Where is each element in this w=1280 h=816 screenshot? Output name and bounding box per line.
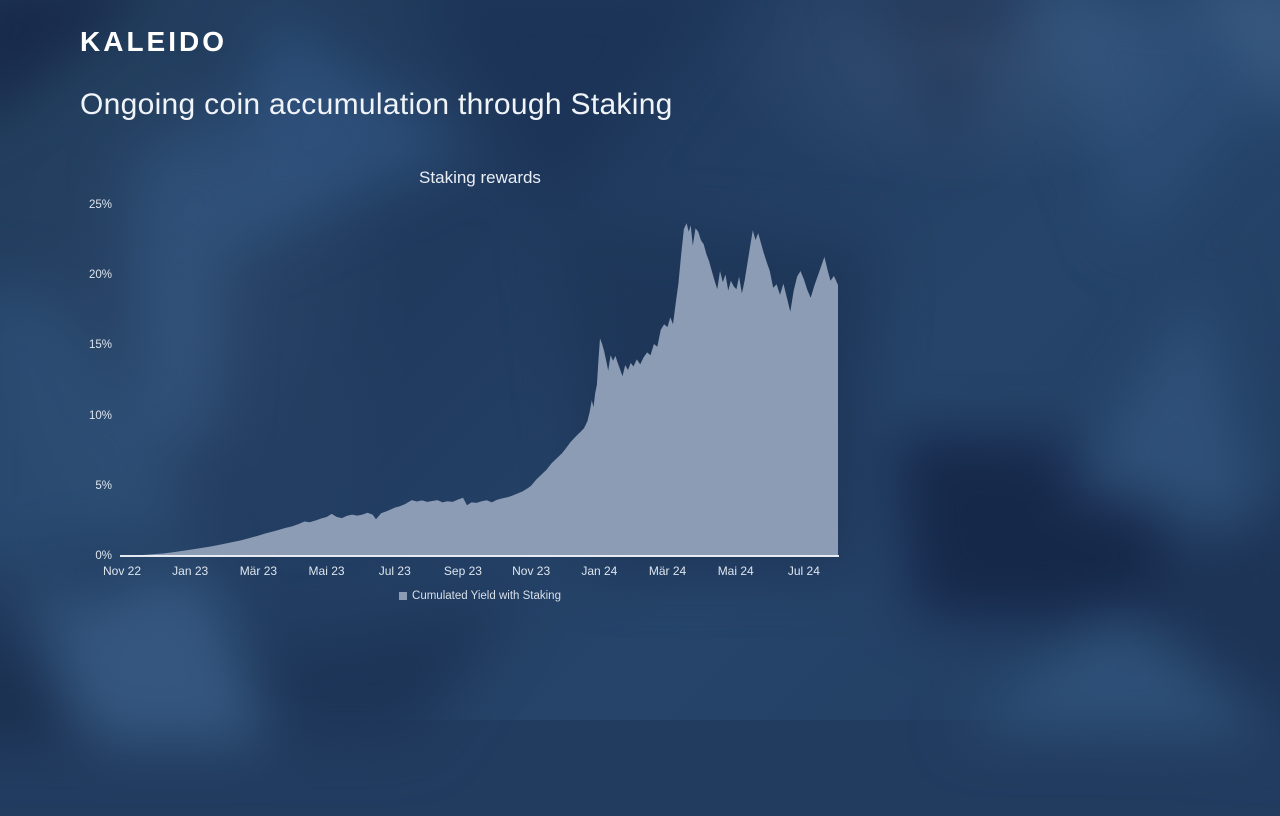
x-tick-label: Nov 23 (512, 564, 551, 578)
y-tick-label: 25% (88, 199, 112, 211)
x-tick-label: Mär 24 (648, 564, 687, 578)
x-tick-label: Jan 24 (581, 564, 618, 578)
y-tick-label: 20% (88, 269, 112, 282)
chart-title: Staking rewards (419, 168, 541, 187)
x-tick-label: Mai 24 (717, 564, 754, 578)
chart-legend: Cumulated Yield with Staking (122, 590, 838, 602)
x-tick-label: Mär 23 (239, 564, 278, 578)
x-tick-label: Jan 23 (172, 564, 209, 578)
y-tick-label: 10% (88, 409, 112, 422)
x-tick-label: Nov 22 (102, 564, 142, 578)
y-tick-label: 5% (95, 479, 112, 492)
legend-square-icon (399, 592, 408, 600)
x-axis-line (120, 555, 839, 557)
slide-title: Ongoing coin accumulation through Stakin… (80, 88, 673, 121)
slide: { "slide": { "logo": "KALEIDO", "title":… (0, 0, 1280, 742)
legend-label: Cumulated Yield with Staking (412, 590, 561, 602)
kaleido-logo: KALEIDO (80, 26, 227, 57)
x-tick-label: Sep 23 (443, 564, 482, 578)
y-tick-label: 15% (88, 339, 112, 352)
y-tick-label: 0% (95, 550, 112, 562)
x-tick-label: Mai 23 (308, 564, 345, 578)
x-tick-label: Jul 24 (787, 564, 820, 578)
x-tick-label: Jul 23 (378, 564, 411, 578)
